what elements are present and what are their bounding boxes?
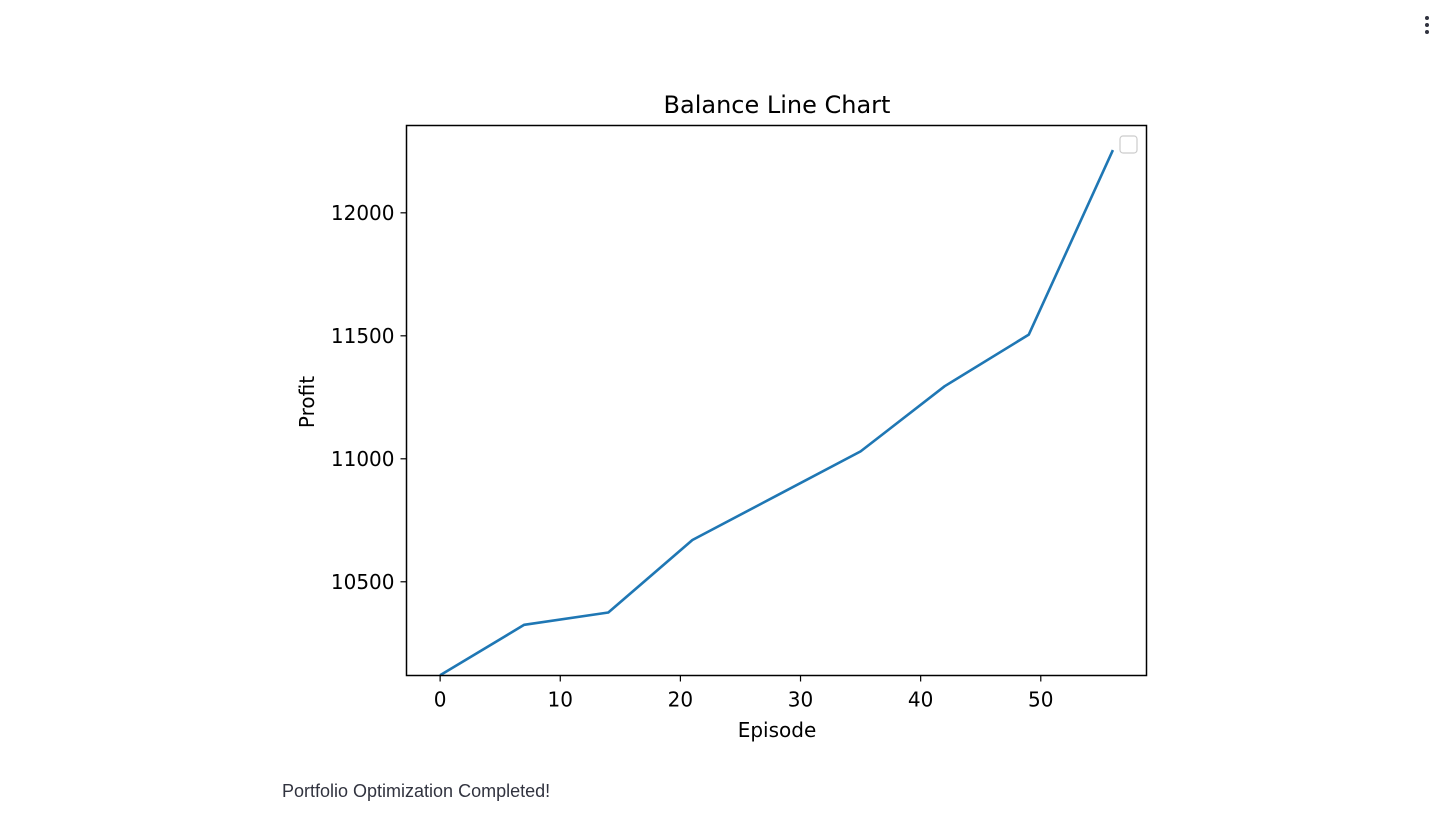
x-tick-label: 30: [788, 688, 813, 712]
y-tick-label: 12000: [331, 201, 395, 225]
chart-title: Balance Line Chart: [664, 91, 891, 119]
y-tick-label: 11500: [331, 324, 395, 348]
kebab-menu-icon-dot: [1425, 30, 1429, 34]
x-tick-label: 40: [908, 688, 933, 712]
kebab-menu-icon-dot: [1425, 23, 1429, 27]
x-tick-label: 20: [668, 688, 693, 712]
x-tick-label: 50: [1028, 688, 1053, 712]
kebab-menu-icon: [1425, 16, 1429, 20]
main-menu-button[interactable]: [1415, 10, 1439, 40]
balance-line-chart: Balance Line Chart 0 10 20 30 40 50 10500 1100…: [295, 91, 1148, 742]
series-line-0: [439, 149, 1115, 677]
x-tick-label: 10: [548, 688, 573, 712]
y-axis-label: Profit: [295, 376, 319, 428]
x-tick-label: 0: [434, 688, 447, 712]
status-message: Portfolio Optimization Completed!: [282, 781, 551, 801]
plot-area: [405, 124, 1148, 677]
x-axis-label: Episode: [738, 718, 817, 742]
y-tick-label: 11000: [331, 447, 395, 471]
y-tick-label: 10500: [331, 570, 395, 594]
legend-box: [1119, 135, 1138, 154]
